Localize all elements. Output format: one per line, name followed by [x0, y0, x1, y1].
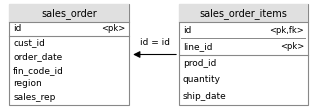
Text: fin_code_id: fin_code_id	[13, 66, 64, 75]
Text: quantity: quantity	[183, 75, 221, 84]
Text: region: region	[13, 79, 42, 89]
Bar	[179, 4, 308, 105]
Text: id = id: id = id	[140, 38, 170, 47]
Text: sales_order_items: sales_order_items	[199, 8, 287, 19]
Text: <pk>: <pk>	[280, 42, 304, 51]
Bar	[179, 4, 308, 22]
Bar	[9, 4, 129, 105]
Text: sales_order: sales_order	[41, 8, 97, 19]
Text: <pk,fk>: <pk,fk>	[269, 26, 304, 35]
Bar	[9, 4, 129, 22]
Text: order_date: order_date	[13, 52, 62, 61]
Text: cust_id: cust_id	[13, 38, 45, 47]
Text: line_id: line_id	[183, 42, 212, 51]
Text: sales_rep: sales_rep	[13, 93, 56, 102]
Text: id: id	[183, 26, 191, 35]
Text: prod_id: prod_id	[183, 59, 216, 68]
Text: ship_date: ship_date	[183, 92, 226, 101]
Text: <pk>: <pk>	[101, 24, 125, 33]
Text: id: id	[13, 24, 22, 33]
